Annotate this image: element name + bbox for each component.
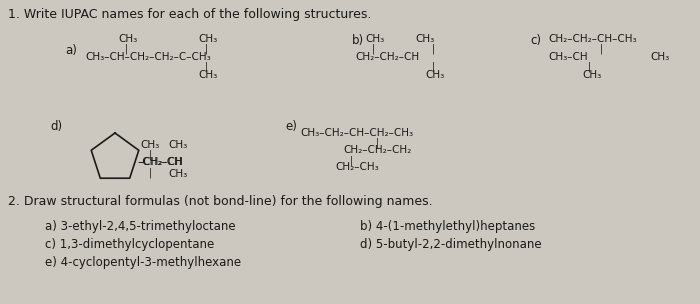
Text: CH₃–CH₂–CH–CH₂–CH₃: CH₃–CH₂–CH–CH₂–CH₃ [300, 128, 413, 138]
Text: CH₃: CH₃ [198, 34, 217, 44]
Text: |: | [432, 44, 435, 54]
Text: CH₃: CH₃ [425, 70, 444, 80]
Text: 2. Draw structural formulas (not bond-line) for the following names.: 2. Draw structural formulas (not bond-li… [8, 195, 433, 208]
Text: b): b) [352, 34, 364, 47]
Text: 1. Write IUPAC names for each of the following structures.: 1. Write IUPAC names for each of the fol… [8, 8, 372, 21]
Text: CH₃: CH₃ [415, 34, 434, 44]
Text: d) 5-butyl-2,2-dimethylnonane: d) 5-butyl-2,2-dimethylnonane [360, 238, 542, 251]
Text: CH₃–CH: CH₃–CH [548, 52, 587, 62]
Text: CH₂–CH₂–CH–CH₃: CH₂–CH₂–CH–CH₃ [548, 34, 636, 44]
Text: CH₃: CH₃ [169, 169, 188, 179]
Text: b) 4-(1-methylethyl)heptanes: b) 4-(1-methylethyl)heptanes [360, 220, 536, 233]
Text: |: | [125, 44, 128, 54]
Text: –CH₂–CH: –CH₂–CH [138, 157, 183, 167]
Text: CH₃–CH–CH₂–CH₂–C–CH₃: CH₃–CH–CH₂–CH₂–C–CH₃ [85, 52, 211, 62]
Text: |: | [149, 150, 152, 161]
Text: CH₃: CH₃ [169, 140, 188, 150]
Text: a): a) [65, 44, 77, 57]
Text: d): d) [50, 120, 62, 133]
Text: |: | [149, 168, 152, 178]
Text: CH₃: CH₃ [118, 34, 137, 44]
Text: |: | [372, 44, 375, 54]
Text: |: | [432, 62, 435, 72]
Text: CH₃: CH₃ [582, 70, 601, 80]
Text: CH₂–CH₃: CH₂–CH₃ [335, 162, 379, 172]
Text: a) 3-ethyl-2,4,5-trimethyloctane: a) 3-ethyl-2,4,5-trimethyloctane [45, 220, 236, 233]
Text: c): c) [530, 34, 541, 47]
Text: CH₃: CH₃ [650, 52, 669, 62]
Text: CH₃: CH₃ [365, 34, 384, 44]
Text: |: | [350, 155, 354, 165]
Text: –CH₂–CH: –CH₂–CH [139, 157, 183, 167]
Text: CH₂–CH₂–CH: CH₂–CH₂–CH [355, 52, 419, 62]
Text: e): e) [285, 120, 297, 133]
Text: |: | [600, 44, 603, 54]
Text: CH₂–CH₂–CH₂: CH₂–CH₂–CH₂ [343, 145, 412, 155]
Text: c) 1,3-dimethylcyclopentane: c) 1,3-dimethylcyclopentane [45, 238, 214, 251]
Text: |: | [376, 138, 379, 148]
Text: CH₃: CH₃ [141, 140, 160, 150]
Text: |: | [588, 62, 592, 72]
Text: e) 4-cyclopentyl-3-methylhexane: e) 4-cyclopentyl-3-methylhexane [45, 256, 241, 269]
Text: |: | [205, 62, 209, 72]
Text: |: | [205, 44, 209, 54]
Text: CH₃: CH₃ [198, 70, 217, 80]
